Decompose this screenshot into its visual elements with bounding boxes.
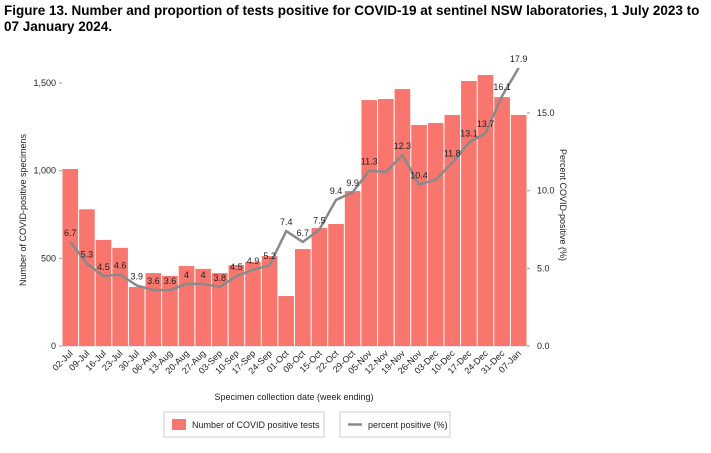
x-axis-title: Specimen collection date (week ending): [214, 392, 373, 402]
y2-tick-label: 5.0: [537, 263, 550, 273]
bar: [261, 256, 278, 346]
y2-tick-label: 0.0: [537, 341, 550, 351]
bar: [344, 191, 361, 346]
data-label: 3.6: [164, 276, 177, 286]
y2-axis-title: Percent COVID-positive (%): [558, 149, 568, 261]
y-tick-label: 500: [41, 253, 56, 263]
data-label: 11.8: [444, 149, 461, 159]
data-label: 17.9: [510, 54, 528, 64]
bar: [477, 75, 494, 346]
bar: [228, 265, 245, 346]
y-tick-label: 1,000: [33, 166, 56, 176]
bar: [112, 247, 128, 346]
y-tick-label: 1,500: [33, 78, 56, 88]
data-label: 9.9: [346, 178, 359, 188]
bar: [95, 239, 112, 346]
bar: [195, 268, 211, 346]
bar: [62, 168, 79, 346]
data-label: 6.7: [297, 228, 310, 238]
bar: [79, 209, 95, 346]
bar: [444, 114, 461, 346]
legend-box: [163, 411, 325, 438]
data-label: 4.5: [230, 262, 243, 272]
bar: [128, 286, 145, 346]
bar: [211, 273, 228, 346]
data-label: 3.9: [130, 271, 143, 281]
bar: [278, 296, 294, 346]
data-label: 6.7: [64, 228, 77, 238]
legend-label: percent positive (%): [368, 420, 448, 430]
data-label: 4.9: [247, 256, 260, 266]
data-label: 13.1: [460, 129, 478, 139]
data-label: 16.1: [493, 82, 511, 92]
data-label: 12.3: [394, 141, 412, 151]
data-label: 9.4: [330, 186, 343, 196]
y2-tick-label: 15.0: [537, 108, 555, 118]
bar: [361, 100, 378, 346]
bar: [494, 97, 510, 346]
chart-title: Figure 13. Number and proportion of test…: [4, 3, 699, 34]
data-label: 4.5: [97, 262, 110, 272]
bar: [378, 99, 394, 346]
y2-tick-label: 10.0: [537, 186, 555, 196]
data-label: 4: [184, 270, 189, 280]
data-label: 13.7: [477, 119, 495, 129]
data-label: 4: [201, 270, 206, 280]
bar: [328, 224, 344, 346]
bar: [510, 114, 527, 346]
y-axis-title: Number of COVID-positive specimens: [18, 133, 28, 286]
legend-box: [339, 411, 451, 438]
legend-label: Number of COVID positive tests: [192, 420, 320, 430]
bar: [427, 123, 444, 346]
data-label: 4.6: [114, 261, 127, 271]
data-label: 5.3: [81, 250, 94, 260]
bar: [245, 261, 261, 346]
line: [69, 67, 520, 292]
data-label: 5.2: [263, 251, 276, 261]
bar: [411, 124, 427, 346]
bar: [461, 80, 477, 346]
data-label: 3.8: [214, 273, 227, 283]
data-label: 7.4: [280, 217, 293, 227]
legend-swatch: [172, 419, 186, 430]
bar: [311, 228, 328, 346]
bar: [295, 249, 311, 346]
data-label: 10.4: [410, 170, 428, 180]
data-label: 11.3: [361, 157, 378, 167]
data-label: 3.6: [147, 276, 160, 286]
bar: [162, 275, 178, 346]
data-label: 7.5: [313, 216, 326, 226]
y-tick-label: 0: [51, 341, 56, 351]
bar: [394, 89, 411, 346]
